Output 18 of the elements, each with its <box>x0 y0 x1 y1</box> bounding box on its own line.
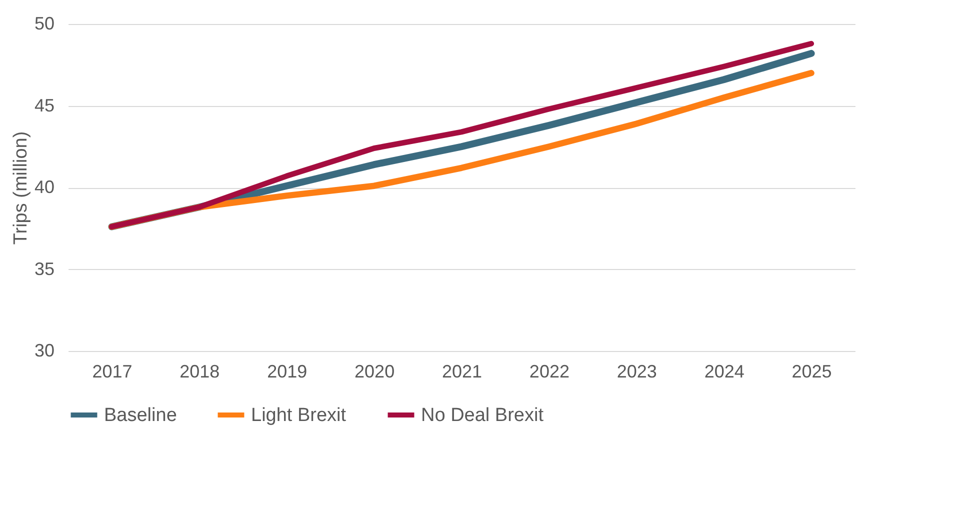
x-tick-label: 2023 <box>616 362 657 382</box>
x-tick-label: 2025 <box>792 362 832 382</box>
y-tick-label: 40 <box>34 177 54 197</box>
x-tick-label: 2017 <box>92 362 132 382</box>
x-tick-label: 2021 <box>442 362 482 382</box>
x-tick-label: 2020 <box>354 362 395 382</box>
x-tick-label: 2024 <box>704 362 744 382</box>
y-tick-label: 30 <box>34 340 54 360</box>
y-tick-label: 50 <box>34 14 54 34</box>
y-tick-label: 45 <box>34 95 54 116</box>
legend-label: Light Brexit <box>251 405 347 426</box>
y-tick-label: 35 <box>34 258 54 279</box>
legend-label: Baseline <box>104 405 177 426</box>
legend-label: No Deal Brexit <box>421 405 544 426</box>
x-tick-label: 2018 <box>180 362 220 382</box>
y-axis-title: Trips (million) <box>10 131 32 245</box>
x-tick-label: 2022 <box>529 362 570 382</box>
x-tick-label: 2019 <box>267 362 308 382</box>
